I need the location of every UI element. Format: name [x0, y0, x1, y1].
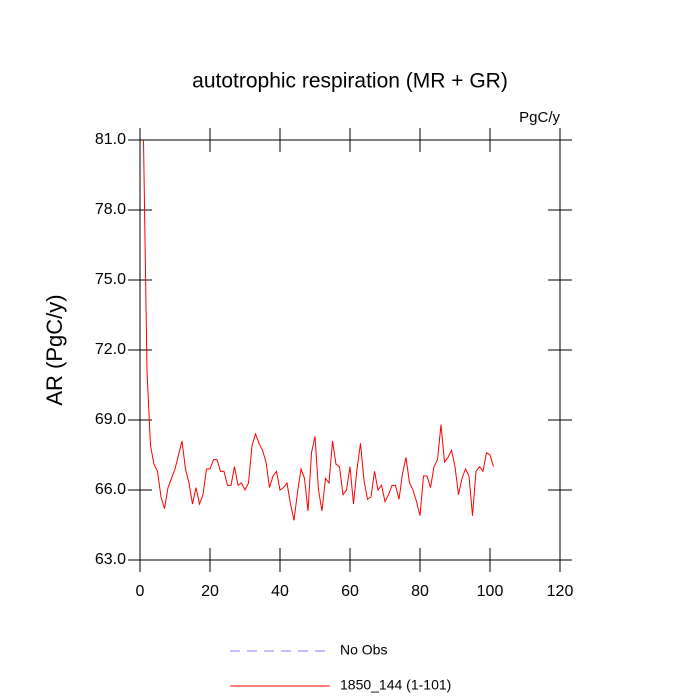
y-tick-label: 81.0	[95, 131, 126, 148]
legend-label: 1850_144 (1-101)	[340, 677, 451, 693]
y-tick-label: 63.0	[95, 551, 126, 568]
x-tick-label: 40	[271, 583, 289, 600]
y-tick-label: 66.0	[95, 481, 126, 498]
x-tick-label: 0	[136, 583, 145, 600]
y-tick-label: 69.0	[95, 411, 126, 428]
y-axis-label: AR (PgC/y)	[42, 294, 67, 405]
x-tick-label: 120	[547, 583, 574, 600]
x-tick-label: 60	[341, 583, 359, 600]
y-tick-label: 72.0	[95, 341, 126, 358]
units-label: PgC/y	[519, 109, 560, 126]
x-tick-label: 80	[411, 583, 429, 600]
chart-title: autotrophic respiration (MR + GR)	[192, 70, 508, 93]
plot-frame	[139, 139, 561, 561]
x-tick-label: 20	[201, 583, 219, 600]
y-tick-label: 78.0	[95, 201, 126, 218]
x-tick-label: 100	[477, 583, 504, 600]
y-tick-label: 75.0	[95, 271, 126, 288]
legend-label: No Obs	[340, 642, 387, 658]
series-line	[143, 139, 494, 521]
